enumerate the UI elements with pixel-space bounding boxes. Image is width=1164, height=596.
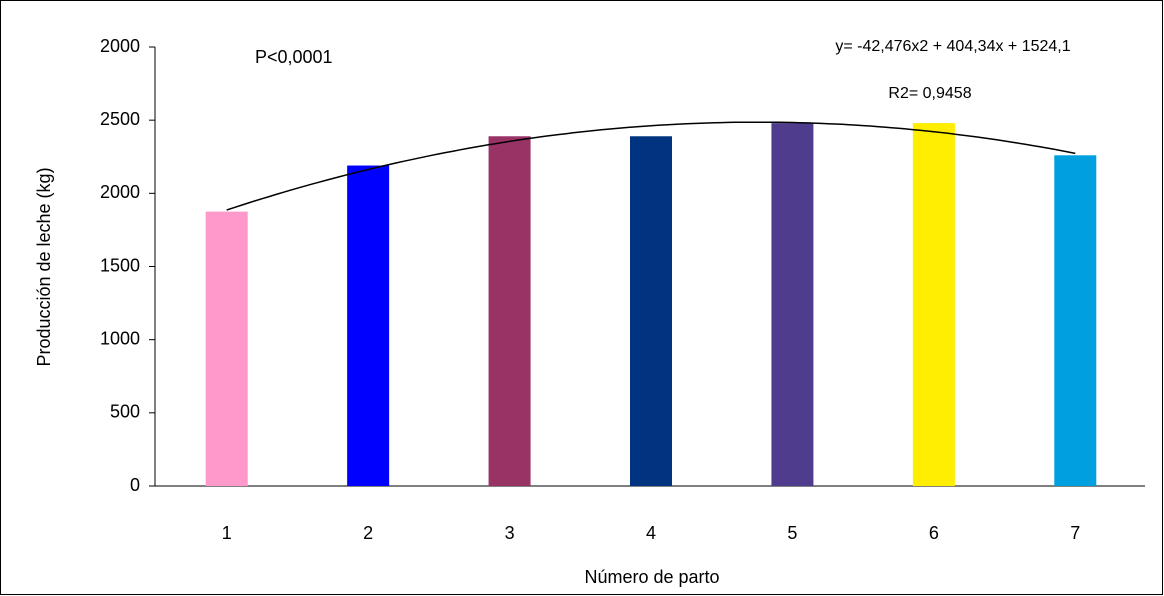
equation: y= -42,476x2 + 404,34x + 1524,1 <box>835 38 1070 55</box>
bar <box>912 123 955 487</box>
y-tick-label: 1500 <box>100 255 140 275</box>
y-tick-label: 1000 <box>100 328 140 348</box>
y-tick-label: 2000 <box>100 182 140 202</box>
y-axis-title: Producción de leche (kg) <box>34 167 54 366</box>
x-tick-label: 7 <box>1070 523 1080 543</box>
x-tick-label: 3 <box>505 523 515 543</box>
x-tick-label: 1 <box>222 523 232 543</box>
y-tick-label: 2000 <box>100 36 140 56</box>
bar <box>205 211 248 486</box>
x-axis-title: Número de parto <box>584 567 719 587</box>
x-tick-label: 4 <box>646 523 656 543</box>
x-tick-label: 6 <box>929 523 939 543</box>
bar <box>347 165 390 486</box>
x-tick-label: 2 <box>363 523 373 543</box>
r-squared: R2= 0,9458 <box>888 85 971 102</box>
bar <box>488 136 531 486</box>
bar <box>771 123 814 487</box>
bar <box>630 136 672 486</box>
p-value: P<0,0001 <box>255 47 333 67</box>
trendline <box>226 121 1076 211</box>
y-tick-label: 0 <box>130 475 140 495</box>
y-tick-label: 2500 <box>100 109 140 129</box>
y-tick-label: 500 <box>110 402 140 422</box>
bar <box>1054 155 1097 486</box>
x-tick-label: 5 <box>787 523 797 543</box>
